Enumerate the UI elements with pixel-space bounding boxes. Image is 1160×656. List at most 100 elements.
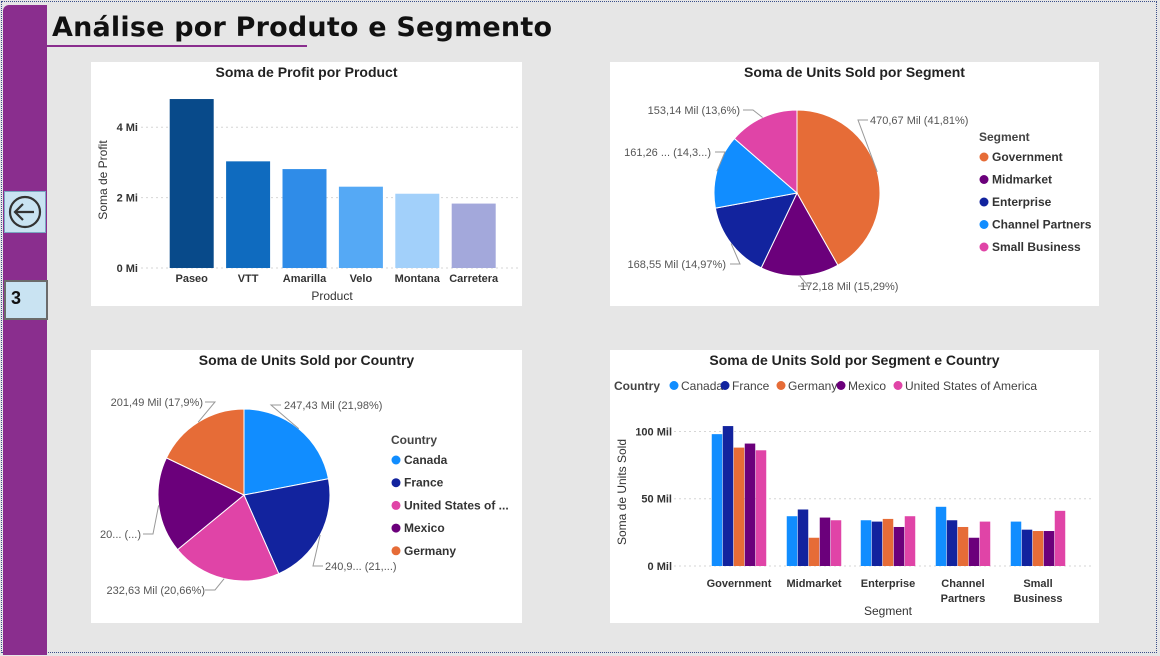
legend-item-mexico: Mexico — [404, 521, 445, 535]
x-tick-label: Business — [1014, 593, 1063, 605]
chart-card-units-by-segment[interactable]: Soma de Units Sold por Segment 470,67 Mi… — [610, 62, 1099, 306]
bar-channel-partners-france — [946, 520, 958, 566]
legend-item-france: France — [732, 379, 770, 393]
bar-vtt — [226, 161, 271, 268]
bar-enterprise-germany — [882, 518, 894, 566]
legend-marker-france — [391, 478, 401, 488]
bar-small-business-mexico — [1043, 531, 1055, 566]
legend-title: Segment — [979, 130, 1030, 144]
bar-midmarket-mexico — [819, 517, 831, 566]
bar-midmarket-united-states-of-america — [830, 520, 842, 566]
y-tick-label: 0 Mil — [648, 561, 672, 573]
x-tick-label: Amarilla — [283, 273, 327, 285]
bar-channel-partners-canada — [935, 506, 947, 566]
legend-item-enterprise: Enterprise — [992, 195, 1052, 209]
data-label: 232,63 Mil (20,66%) — [107, 585, 205, 597]
leader-line — [798, 275, 810, 287]
legend-item-small-business: Small Business — [992, 240, 1081, 254]
bar-small-business-germany — [1032, 531, 1044, 566]
legend-marker-united-states-of-america — [391, 500, 401, 510]
bar-small-business-france — [1021, 529, 1033, 566]
y-tick-label: 100 Mil — [635, 426, 672, 438]
bar-government-united-states-of-america — [755, 450, 767, 566]
leader-line — [143, 505, 160, 535]
legend-marker-midmarket — [979, 175, 989, 184]
legend-item-mexico: Mexico — [848, 379, 886, 393]
page-title: Análise por Produto e Segmento — [52, 12, 553, 43]
chart-card-profit-by-product[interactable]: Soma de Profit por Product 0 Mi 2 Mi 4 Mi P… — [91, 62, 522, 306]
leader-line — [205, 578, 225, 591]
bar-channel-partners-germany — [957, 526, 969, 566]
legend-marker-small-business — [979, 242, 989, 252]
bar-paseo — [169, 99, 214, 268]
sidebar — [3, 5, 47, 655]
bar-small-business-canada — [1010, 521, 1022, 566]
pie-slice-france — [243, 478, 331, 575]
legend-item-germany: Germany — [788, 379, 837, 393]
chart-card-units-by-segment-country[interactable]: Soma de Units Sold por Segment e Country… — [610, 350, 1099, 623]
data-label: 172,18 Mil (15,29%) — [800, 281, 898, 293]
bar-channel-partners-mexico — [968, 537, 980, 566]
legend-marker-government — [979, 152, 989, 162]
bar-government-france — [722, 426, 734, 566]
legend-marker-channel-partners — [979, 220, 989, 229]
title-underline — [47, 45, 307, 47]
legend-marker-canada — [669, 381, 679, 390]
x-tick-label: Velo — [350, 273, 373, 285]
legend-item-united-states-of-america: United States of ... — [404, 498, 509, 512]
leader-line — [730, 243, 741, 265]
x-tick-label: Partners — [941, 593, 986, 605]
x-tick-label: VTT — [238, 273, 259, 285]
data-label: 201,49 Mil (17,9%) — [111, 397, 203, 409]
units-by-segment-country-chart: Country Canada France Germany Mexico United S… — [614, 379, 1094, 618]
legend-marker-mexico — [836, 381, 846, 390]
x-tick-label: Carretera — [449, 273, 499, 285]
x-tick-label: Small — [1023, 578, 1052, 590]
legend-marker-canada — [391, 455, 401, 465]
x-axis-title: Segment — [864, 604, 913, 618]
legend-item-government: Government — [992, 150, 1063, 164]
leader-line — [197, 401, 217, 423]
legend-item-united-states-of-america: United States of America — [905, 379, 1037, 393]
x-tick-label: Montana — [395, 273, 441, 285]
chart-title: Soma de Profit por Product — [215, 64, 398, 80]
legend-marker-enterprise — [979, 197, 989, 207]
leader-line — [857, 119, 878, 173]
arrow-left-circle-icon — [8, 195, 42, 229]
pie-slice-channel-partners — [713, 137, 799, 209]
bar-enterprise-canada — [860, 520, 872, 566]
bar-government-mexico — [744, 443, 756, 566]
legend-marker-germany — [391, 546, 401, 556]
leader-line — [715, 151, 726, 172]
bar-amarilla — [282, 169, 327, 268]
bar-montana — [395, 193, 440, 268]
legend-marker-germany — [776, 381, 786, 390]
x-tick-label: Midmarket — [786, 578, 841, 590]
y-tick-label: 50 Mil — [641, 494, 672, 506]
leader-line — [743, 109, 763, 118]
legend-item-canada: Canada — [681, 379, 723, 393]
page-number: 3 — [4, 280, 48, 320]
data-label: 168,55 Mil (14,97%) — [628, 259, 726, 271]
legend-item-france: France — [404, 476, 444, 490]
pie-slice-mexico — [157, 457, 245, 551]
bar-government-germany — [733, 447, 745, 566]
pie-slice-enterprise — [714, 192, 798, 269]
y-tick-label: 4 Mi — [117, 122, 138, 134]
bar-velo — [338, 186, 383, 268]
back-button[interactable] — [4, 191, 46, 233]
chart-title: Soma de Units Sold por Segment e Country — [709, 352, 1000, 368]
pie-slice-small-business — [733, 109, 798, 195]
units-by-segment-chart: 470,67 Mil (41,81%) 172,18 Mil (15,29%) 16… — [624, 105, 1092, 293]
bar-channel-partners-united-states-of-america — [979, 521, 991, 566]
legend-marker-france — [720, 381, 730, 390]
units-by-country-chart: 247,43 Mil (21,98%) 240,9... (21,...) 232,… — [100, 397, 509, 597]
legend-marker-mexico — [391, 523, 401, 533]
bar-carretera — [451, 203, 496, 268]
x-tick-label: Enterprise — [861, 578, 915, 590]
leader-line — [312, 534, 323, 567]
leader-line — [269, 404, 300, 430]
legend-title: Country — [614, 379, 660, 393]
chart-card-units-by-country[interactable]: Soma de Units Sold por Country 247,43 Mi… — [91, 350, 522, 623]
